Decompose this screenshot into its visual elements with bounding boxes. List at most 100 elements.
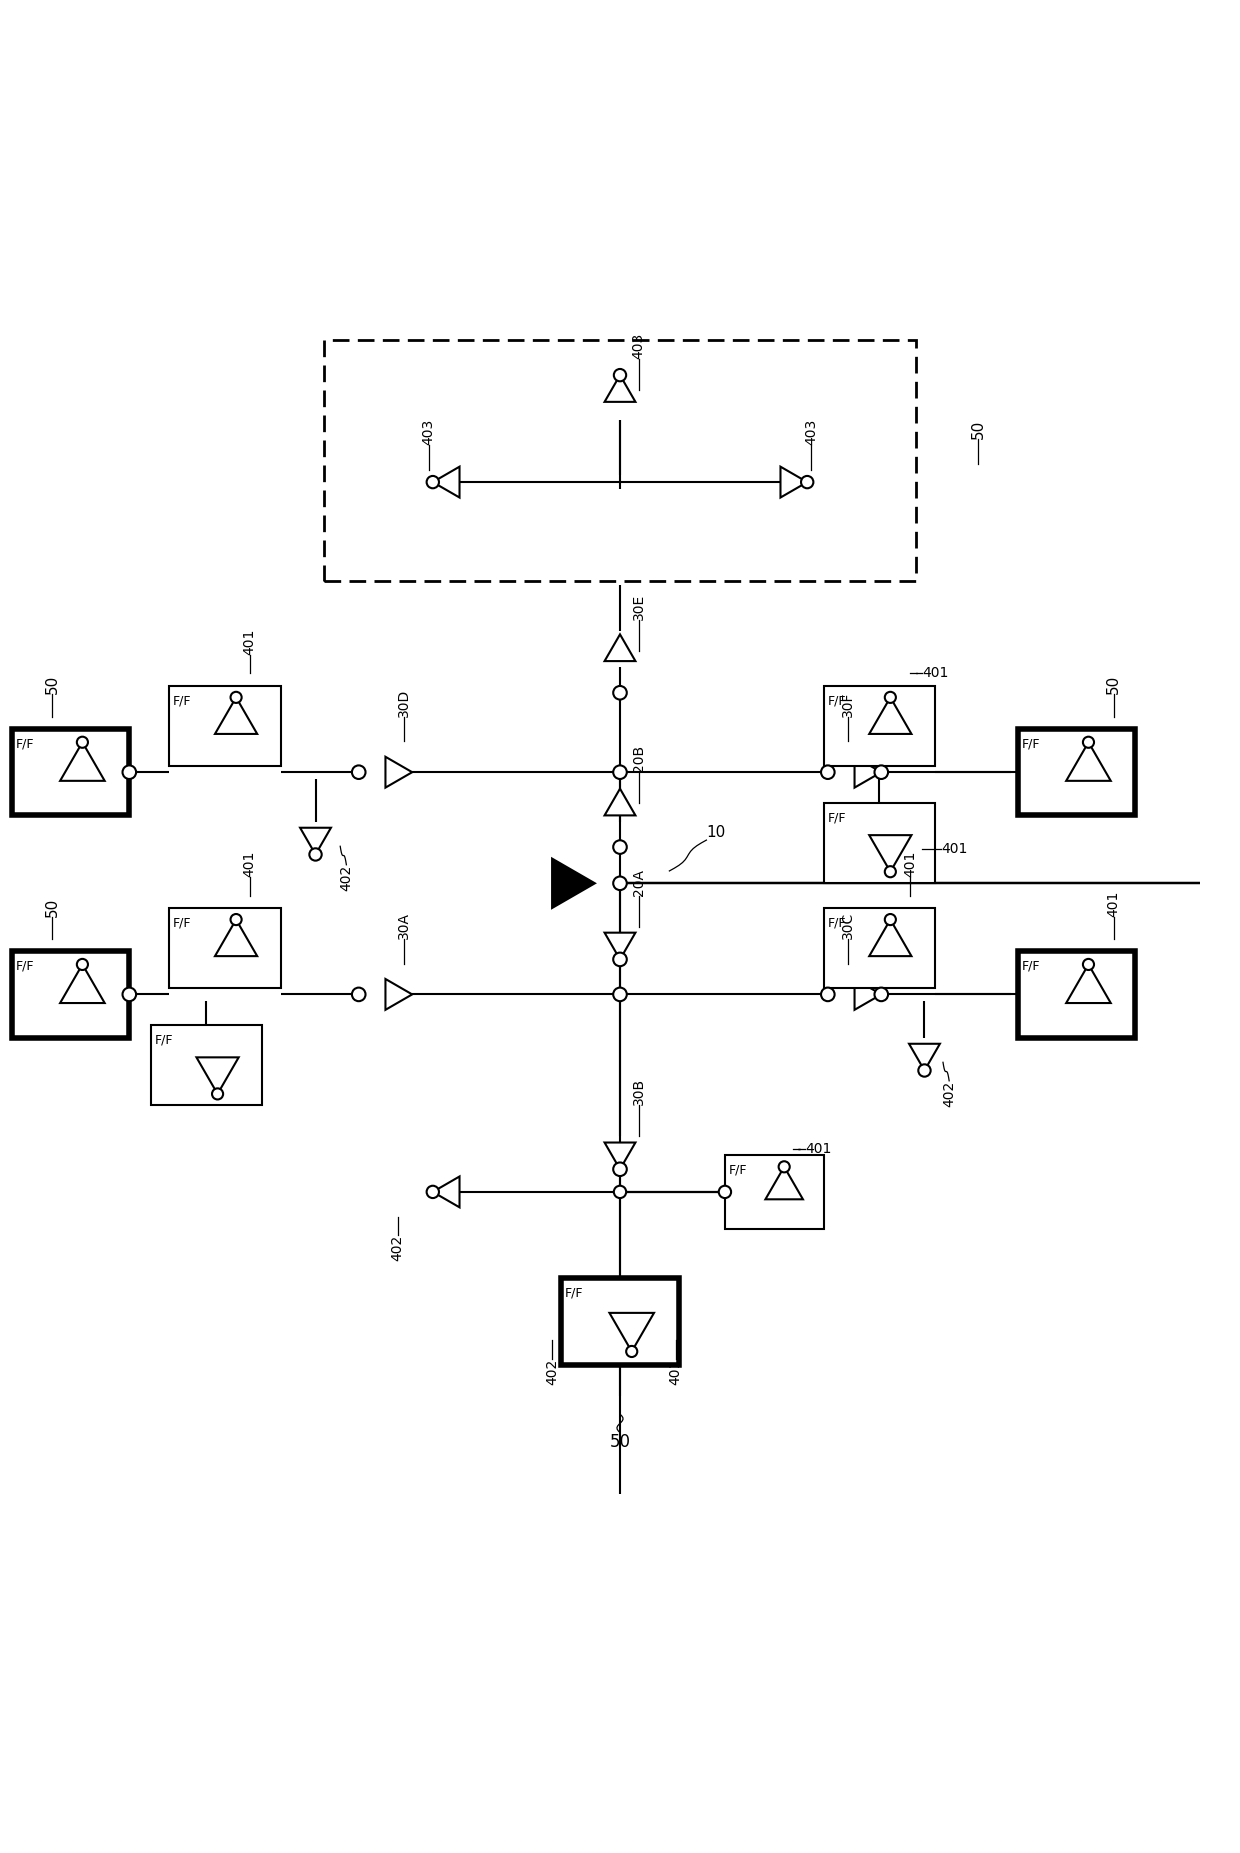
- Polygon shape: [605, 932, 635, 960]
- Polygon shape: [215, 697, 257, 734]
- Text: 10: 10: [707, 825, 725, 839]
- Bar: [151, 1025, 262, 1106]
- Circle shape: [231, 914, 242, 925]
- Bar: [12, 951, 129, 1038]
- Text: F/F: F/F: [827, 812, 846, 825]
- Circle shape: [614, 952, 626, 965]
- Circle shape: [885, 914, 895, 925]
- Text: F/F: F/F: [16, 960, 35, 973]
- Polygon shape: [854, 978, 882, 1010]
- Polygon shape: [60, 743, 104, 780]
- Polygon shape: [60, 964, 104, 1002]
- Bar: [170, 908, 280, 988]
- Polygon shape: [300, 828, 331, 854]
- Text: 20A: 20A: [631, 869, 646, 895]
- Text: 403: 403: [631, 332, 646, 359]
- Text: F/F: F/F: [1022, 960, 1040, 973]
- Bar: [725, 1154, 823, 1229]
- Text: F/F: F/F: [16, 737, 35, 750]
- Text: 403: 403: [422, 419, 435, 445]
- Text: 403: 403: [805, 419, 818, 445]
- Text: 401: 401: [903, 851, 918, 876]
- Circle shape: [614, 686, 626, 700]
- Text: F/F: F/F: [174, 695, 192, 708]
- Circle shape: [77, 737, 88, 749]
- Circle shape: [874, 988, 888, 1001]
- Text: 30B: 30B: [631, 1078, 646, 1106]
- Circle shape: [1083, 737, 1094, 749]
- Text: 401: 401: [805, 1141, 832, 1156]
- Polygon shape: [386, 756, 412, 788]
- Circle shape: [1083, 958, 1094, 969]
- Circle shape: [719, 1186, 732, 1199]
- Text: 401: 401: [243, 628, 257, 654]
- Text: 401: 401: [243, 851, 257, 876]
- Circle shape: [885, 691, 895, 702]
- Circle shape: [801, 476, 813, 489]
- Bar: [1018, 951, 1136, 1038]
- Circle shape: [919, 1064, 931, 1077]
- Circle shape: [614, 1162, 626, 1177]
- Circle shape: [352, 988, 366, 1001]
- Text: 401: 401: [941, 843, 967, 856]
- Text: 20B: 20B: [631, 745, 646, 773]
- Text: 50: 50: [971, 419, 986, 439]
- Circle shape: [614, 988, 626, 1001]
- Text: F/F: F/F: [1022, 737, 1040, 750]
- Polygon shape: [433, 467, 460, 498]
- Text: 30C: 30C: [842, 912, 856, 939]
- Polygon shape: [1066, 743, 1111, 780]
- Circle shape: [427, 1186, 439, 1199]
- Polygon shape: [1066, 964, 1111, 1002]
- Text: 50: 50: [1106, 674, 1121, 695]
- Polygon shape: [605, 374, 635, 402]
- Circle shape: [212, 1088, 223, 1099]
- Text: 401: 401: [1107, 889, 1121, 917]
- Circle shape: [614, 765, 626, 778]
- Polygon shape: [605, 634, 635, 662]
- Text: F/F: F/F: [827, 917, 846, 930]
- Circle shape: [309, 849, 321, 860]
- Text: 50: 50: [45, 897, 60, 917]
- Circle shape: [123, 988, 136, 1001]
- Bar: [562, 1279, 678, 1364]
- Circle shape: [352, 765, 366, 778]
- Polygon shape: [433, 1177, 460, 1208]
- Circle shape: [614, 1186, 626, 1199]
- Text: F/F: F/F: [827, 695, 846, 708]
- Text: 30E: 30E: [631, 595, 646, 621]
- Circle shape: [77, 958, 88, 969]
- Bar: [324, 341, 916, 580]
- Circle shape: [231, 691, 242, 702]
- Bar: [823, 908, 935, 988]
- Polygon shape: [605, 789, 635, 815]
- Text: 402: 402: [391, 1236, 404, 1262]
- Circle shape: [427, 476, 439, 489]
- Circle shape: [614, 839, 626, 854]
- Polygon shape: [869, 697, 911, 734]
- Polygon shape: [196, 1058, 238, 1093]
- Text: 30A: 30A: [397, 912, 410, 939]
- Text: F/F: F/F: [565, 1288, 584, 1301]
- Polygon shape: [386, 978, 412, 1010]
- Polygon shape: [869, 919, 911, 956]
- Text: F/F: F/F: [155, 1034, 174, 1047]
- Circle shape: [874, 765, 888, 778]
- Circle shape: [821, 988, 835, 1001]
- Bar: [823, 802, 935, 884]
- Polygon shape: [552, 858, 595, 908]
- Circle shape: [614, 369, 626, 382]
- Text: 402: 402: [340, 865, 353, 891]
- Text: 401: 401: [668, 1358, 682, 1384]
- Circle shape: [821, 765, 835, 778]
- Bar: [170, 686, 280, 765]
- Polygon shape: [854, 756, 882, 788]
- Circle shape: [885, 865, 895, 876]
- Text: 30D: 30D: [397, 689, 410, 717]
- Text: 50: 50: [45, 674, 60, 695]
- Text: 50: 50: [610, 1432, 630, 1451]
- Circle shape: [123, 765, 136, 778]
- Text: 401: 401: [923, 667, 949, 680]
- Polygon shape: [215, 919, 257, 956]
- Circle shape: [614, 876, 626, 889]
